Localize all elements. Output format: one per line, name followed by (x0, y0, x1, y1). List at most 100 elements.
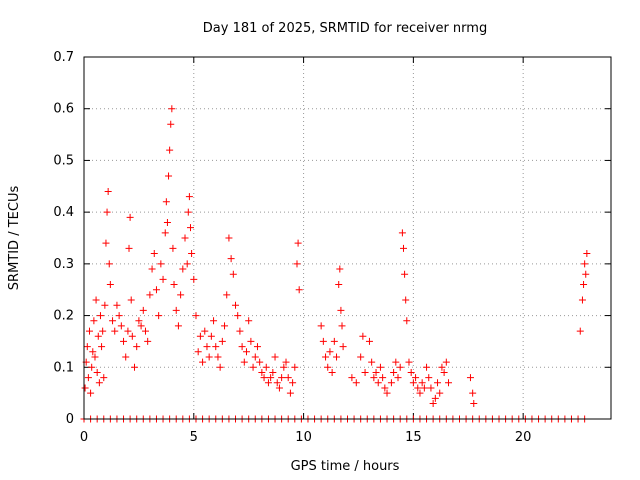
data-point (81, 384, 89, 392)
data-point (337, 306, 345, 314)
data-point (319, 337, 327, 345)
data-point (381, 384, 389, 392)
data-point (379, 374, 387, 382)
data-point (212, 343, 220, 351)
data-point (583, 250, 591, 258)
data-point (469, 389, 477, 397)
data-point (267, 374, 275, 382)
data-point (122, 353, 130, 361)
data-point (89, 348, 97, 356)
x-tick-label: 0 (80, 430, 88, 445)
data-point (286, 389, 294, 397)
data-point (232, 301, 240, 309)
data-point (93, 368, 101, 376)
x-tick-label: 10 (295, 430, 312, 445)
data-point (181, 234, 189, 242)
data-point (146, 291, 154, 299)
axis-ticks: 0 0.1 0.2 0.3 0.4 0.5 0.6 0.7 0 5 10 15 20 (53, 50, 611, 445)
data-point (183, 260, 191, 268)
data-point (414, 384, 422, 392)
data-point (271, 353, 279, 361)
data-point (88, 363, 96, 371)
data-point (403, 317, 411, 325)
data-point (216, 363, 224, 371)
y-tick-label: 0.2 (53, 309, 74, 324)
data-point (576, 327, 584, 335)
data-point (184, 208, 192, 216)
data-point (416, 389, 424, 397)
x-tick-label: 5 (190, 430, 198, 445)
data-point (87, 389, 95, 397)
data-point (157, 260, 165, 268)
data-point (434, 379, 442, 387)
data-point (165, 172, 173, 180)
data-point (338, 322, 346, 330)
data-point (376, 363, 384, 371)
data-point (293, 260, 301, 268)
data-point (166, 146, 174, 154)
data-point (135, 317, 143, 325)
data-point (445, 379, 453, 387)
data-point (94, 332, 102, 340)
data-point (113, 301, 121, 309)
data-point (109, 317, 117, 325)
data-point (104, 187, 112, 195)
data-point (335, 281, 343, 289)
data-point (141, 327, 149, 335)
data-point (374, 379, 382, 387)
data-point (229, 270, 237, 278)
data-point (210, 317, 218, 325)
data-point (324, 363, 332, 371)
data-point (260, 374, 268, 382)
data-point (269, 368, 277, 376)
data-point (102, 239, 110, 247)
y-tick-label: 0.3 (53, 257, 74, 272)
data-point (131, 363, 139, 371)
data-point (328, 368, 336, 376)
data-point (256, 358, 264, 366)
data-point (152, 286, 160, 294)
data-point (336, 265, 344, 273)
data-point (262, 363, 270, 371)
data-point (431, 394, 439, 402)
data-point (578, 296, 586, 304)
x-axis-label: GPS time / hours (291, 459, 400, 474)
data-point (330, 337, 338, 345)
data-point (174, 322, 182, 330)
data-point (357, 353, 365, 361)
data-point (407, 368, 415, 376)
data-point (144, 337, 152, 345)
data-point (396, 363, 404, 371)
data-point (127, 296, 135, 304)
data-point (234, 312, 242, 320)
data-point (137, 322, 145, 330)
data-point (92, 296, 100, 304)
data-point (399, 244, 407, 252)
data-point (387, 379, 395, 387)
data-point (186, 224, 194, 232)
data-point (368, 358, 376, 366)
data-point (169, 244, 177, 252)
y-tick-label: 0.4 (53, 205, 74, 220)
data-point (95, 379, 103, 387)
data-point (99, 327, 107, 335)
data-point (339, 343, 347, 351)
data-point (101, 301, 109, 309)
data-point (106, 281, 114, 289)
data-point (85, 327, 93, 335)
data-point (365, 337, 373, 345)
plot-frame (83, 56, 612, 420)
data-point (348, 374, 356, 382)
data-point (326, 348, 334, 356)
data-point (240, 358, 248, 366)
data-point (201, 327, 209, 335)
data-point (402, 296, 410, 304)
data-point (128, 332, 136, 340)
data-point (194, 348, 202, 356)
data-point (192, 312, 200, 320)
data-point (205, 353, 213, 361)
data-point (582, 270, 590, 278)
data-point (392, 358, 400, 366)
data-point (264, 379, 272, 387)
